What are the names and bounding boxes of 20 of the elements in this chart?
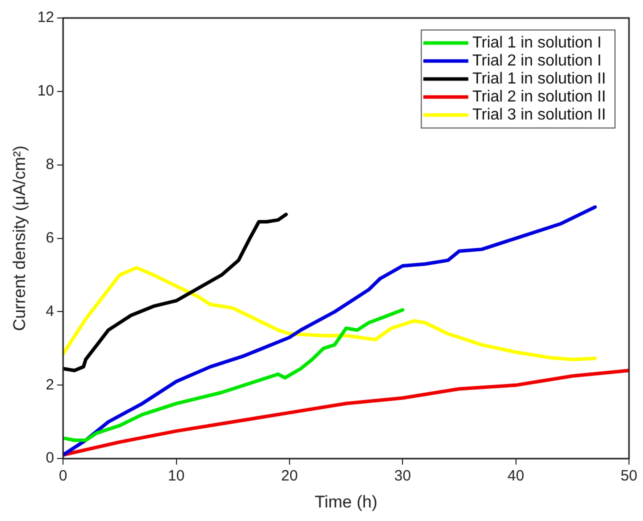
y-tick-label: 8 <box>46 156 54 174</box>
y-tick-label: 6 <box>46 229 54 246</box>
y-tick-label: 12 <box>37 9 54 26</box>
y-axis-title: Current density (μA/cm²) <box>10 146 29 332</box>
x-tick-label: 20 <box>281 468 298 485</box>
legend-label: Trial 1 in solution I <box>472 34 602 52</box>
legend-label: Trial 2 in solution I <box>472 52 602 70</box>
x-axis-title: Time (h) <box>314 492 378 512</box>
legend-label: Trial 2 in solution II <box>472 88 606 106</box>
legend-label: Trial 3 in solution II <box>472 106 606 124</box>
x-tick-label: 40 <box>507 468 524 485</box>
y-tick-label: 0 <box>46 450 54 467</box>
x-tick-label: 50 <box>620 468 638 485</box>
x-tick-label: 30 <box>394 468 411 485</box>
y-tick-label: 4 <box>46 302 54 320</box>
x-tick-label: 0 <box>58 468 68 485</box>
y-tick-label: 10 <box>37 82 54 100</box>
y-tick-label: 2 <box>46 376 54 394</box>
x-tick-label: 10 <box>168 468 185 485</box>
legend-label: Trial 1 in solution II <box>472 70 606 88</box>
